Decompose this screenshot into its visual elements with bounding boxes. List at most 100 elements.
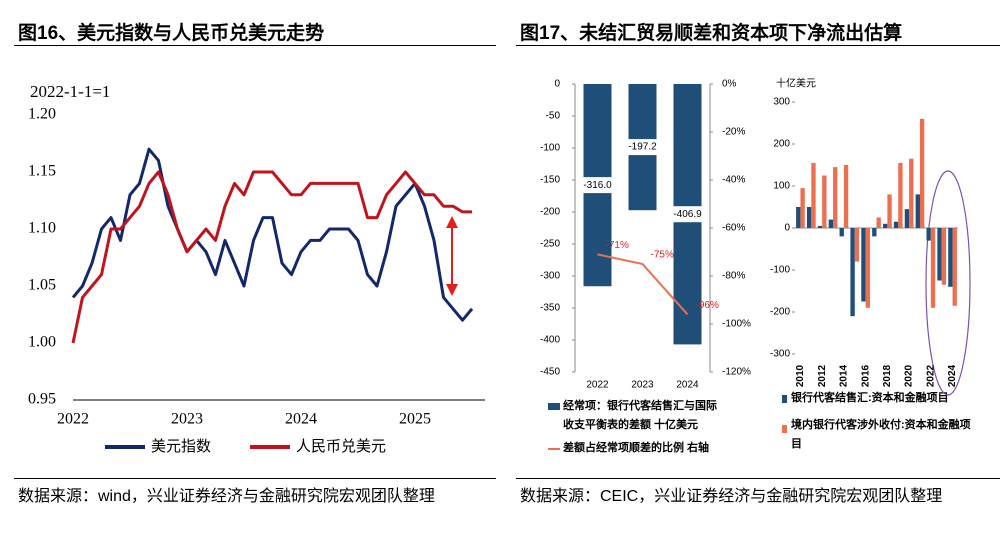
- bar: [926, 228, 931, 241]
- y-tick-label: -200: [540, 207, 560, 218]
- x-tick-label: 2023: [631, 380, 654, 391]
- y-tick-label: -200: [770, 307, 790, 318]
- bar: [919, 118, 925, 228]
- y-tick-label: 1.05: [28, 277, 56, 294]
- bar: [937, 228, 942, 281]
- bar: [861, 228, 866, 302]
- bar: [909, 158, 914, 228]
- value-label: -197.2: [628, 142, 657, 153]
- ratio-line: [597, 253, 689, 316]
- bar: [822, 175, 827, 228]
- y-axis-label: 2022-1-1=1: [30, 82, 110, 101]
- y2-tick-label: -100%: [722, 319, 751, 330]
- series-line: [71, 147, 474, 322]
- bar: [811, 162, 816, 228]
- bar: [904, 209, 910, 228]
- legend-label: 美元指数: [151, 438, 211, 455]
- legend-swatch: [782, 395, 787, 403]
- bar: [817, 225, 823, 228]
- bar: [876, 217, 881, 228]
- y2-tick-label: -80%: [722, 271, 745, 282]
- y-tick-label: 200: [773, 139, 790, 150]
- y-tick-label: -300: [770, 349, 790, 360]
- bar: [843, 165, 849, 228]
- y-tick-label: 0.95: [28, 391, 56, 408]
- legend-swatch: [782, 425, 787, 433]
- x-tick-label: 2014: [839, 364, 850, 387]
- legend-label: 境内银行代客涉外收付:资本和金融项目: [791, 419, 971, 450]
- y-tick-label: -300: [540, 271, 560, 282]
- bar: [796, 207, 801, 228]
- source-rule: [14, 478, 496, 479]
- x-tick-label: 2010: [795, 364, 806, 387]
- y-tick-label: 300: [773, 97, 790, 108]
- bar: [828, 219, 834, 228]
- y-axis-label: 十亿美元: [776, 77, 816, 90]
- x-tick-label: 2012: [817, 364, 828, 387]
- y-tick-label: 100: [773, 181, 790, 192]
- x-tick-label: 2025: [399, 411, 431, 428]
- y-tick-label: -100: [770, 265, 790, 276]
- y2-tick-label: -20%: [722, 127, 745, 138]
- y-tick-label: 0: [784, 223, 790, 234]
- bar: [883, 223, 888, 228]
- x-tick-label: 2024: [676, 380, 699, 391]
- bar: [850, 228, 855, 317]
- bar: [839, 228, 844, 237]
- value-label: -75%: [651, 250, 674, 261]
- legend-label: 差额占经常项顺差的比例 右轴: [563, 442, 710, 454]
- title-rule: [516, 45, 1000, 46]
- x-tick-label: 2018: [882, 364, 893, 387]
- bar: [887, 194, 892, 228]
- y-tick-label: 1.20: [28, 106, 56, 123]
- bar: [930, 228, 936, 308]
- bar: [952, 228, 957, 306]
- legend-label: 银行代客结售汇:资本和金融项目: [791, 392, 949, 404]
- y-tick-label: -400: [540, 335, 560, 346]
- value-label: -316.0: [583, 180, 612, 191]
- y-tick-label: -350: [540, 303, 560, 314]
- legend-label: 经常项：银行代客结售汇与国际收支平衡表的差额 十亿美元: [563, 400, 717, 431]
- y-tick-label: 1.00: [28, 334, 56, 351]
- source-note: 数据来源：wind，兴业证券经济与金融研究院宏观团队整理: [18, 488, 435, 505]
- x-tick-label: 2016: [860, 364, 871, 387]
- bar: [854, 228, 860, 262]
- bar: [833, 167, 838, 228]
- value-label: -406.9: [673, 209, 702, 220]
- legend-swatch: [548, 403, 560, 410]
- bar: [800, 188, 805, 228]
- value-label-box: [578, 177, 617, 194]
- x-tick-label: 2024: [947, 364, 958, 387]
- value-label: -71%: [606, 240, 629, 251]
- y2-tick-label: -40%: [722, 175, 745, 186]
- bar: [941, 228, 947, 285]
- y2-tick-label: 0%: [722, 79, 737, 90]
- x-tick-label: 2023: [171, 411, 203, 428]
- x-tick-label: 2022: [925, 364, 936, 387]
- x-tick-label: 2024: [285, 411, 317, 428]
- bar: [898, 162, 903, 228]
- bar: [865, 228, 870, 308]
- y-tick-label: -150: [540, 175, 560, 186]
- y-tick-label: 1.10: [28, 220, 56, 237]
- x-tick-label: 2022: [57, 411, 89, 428]
- value-label: -96%: [696, 300, 719, 311]
- value-label-box: [668, 206, 707, 223]
- y-tick-label: -50: [546, 111, 561, 122]
- value-label-box: [623, 139, 662, 156]
- title-rule: [14, 45, 496, 46]
- x-tick-label: 2022: [586, 380, 609, 391]
- bar: [948, 228, 953, 287]
- legend-label: 人民币兑美元: [296, 438, 386, 455]
- figure-title: 图17、未结汇贸易顺差和资本项下净流出估算: [520, 23, 903, 44]
- series-line: [71, 170, 472, 344]
- bar: [806, 207, 812, 228]
- y-tick-label: 0: [554, 79, 560, 90]
- y-tick-label: -450: [540, 367, 560, 378]
- y-tick-label: -100: [540, 143, 560, 154]
- bar: [872, 228, 877, 237]
- y2-tick-label: -120%: [722, 367, 751, 378]
- y-tick-label: 1.15: [28, 163, 56, 180]
- y2-tick-label: -60%: [722, 223, 745, 234]
